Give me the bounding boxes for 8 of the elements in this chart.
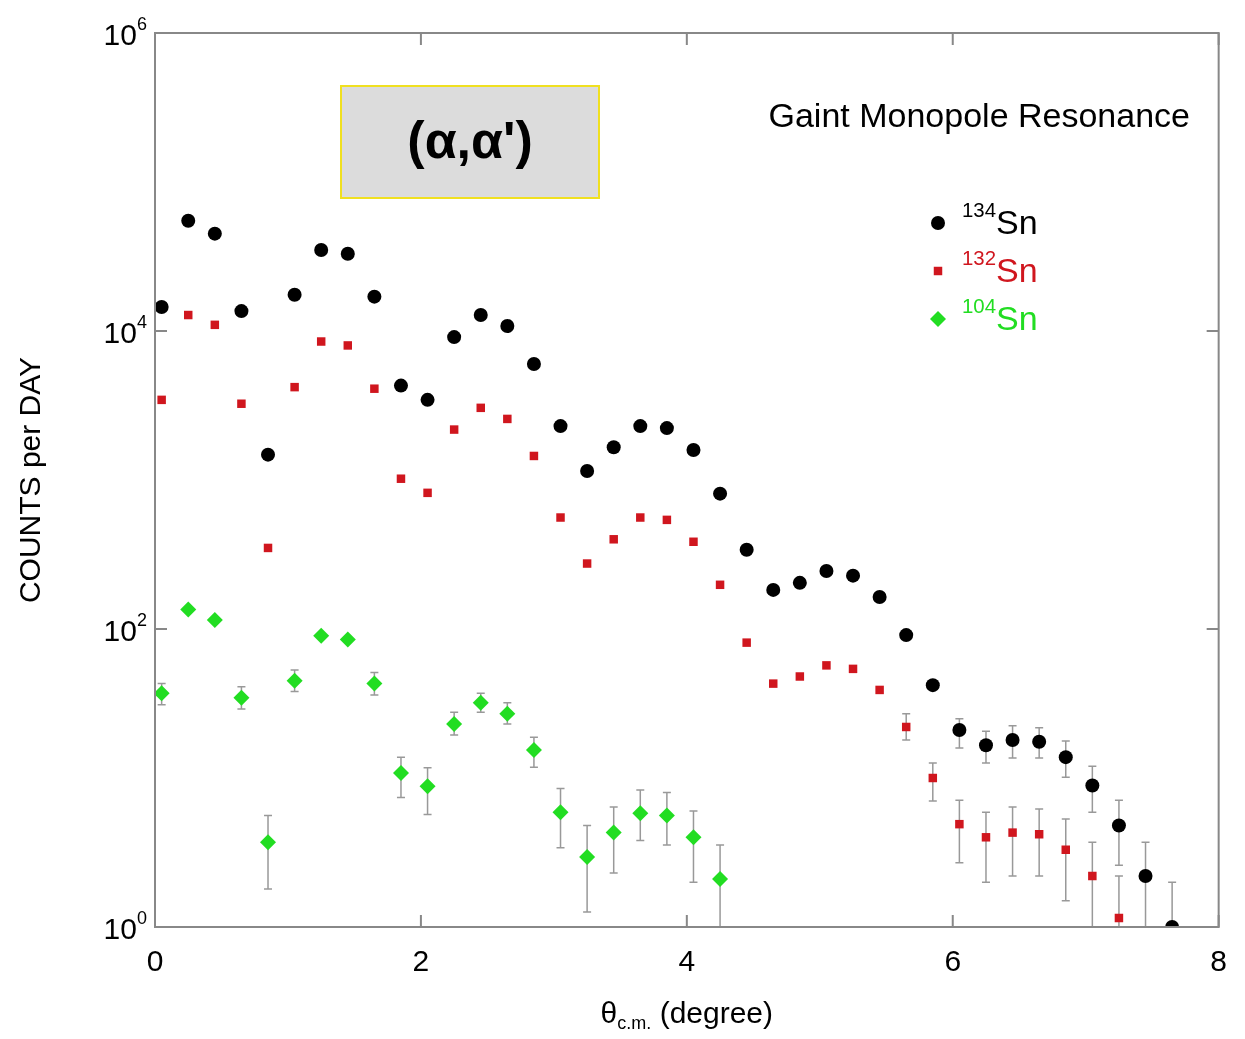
x-tick-label: 4 xyxy=(678,944,696,978)
x-tick-label: 6 xyxy=(944,944,962,978)
annotation: Gaint Monopole Resonance xyxy=(768,96,1190,135)
x-tick-label: 0 xyxy=(146,944,164,978)
annotation: (α,α') xyxy=(407,111,533,170)
x-tick-label: 2 xyxy=(412,944,430,978)
y-axis-title: COUNTS per DAY xyxy=(13,356,47,604)
x-tick-label: 8 xyxy=(1210,944,1227,978)
